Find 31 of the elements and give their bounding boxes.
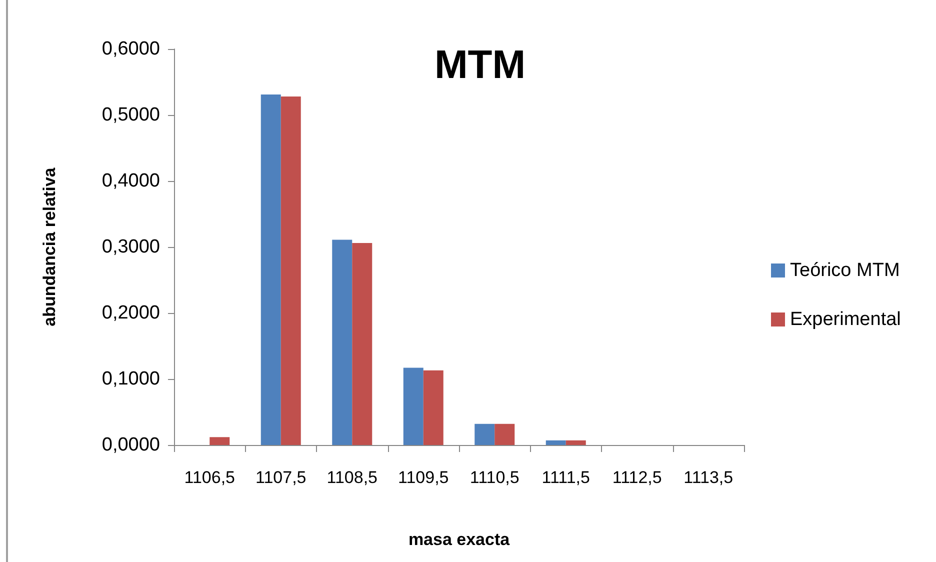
x-tick-label: 1113,5 — [684, 468, 734, 487]
x-tick-label: 1109,5 — [398, 468, 449, 487]
bar — [280, 96, 301, 445]
x-axis-title: masa exacta — [408, 530, 510, 549]
y-tick-label: 0,5000 — [102, 104, 160, 126]
y-tick-label: 0,4000 — [102, 170, 160, 192]
x-tick-label: 1108,5 — [326, 468, 378, 487]
x-tick-label: 1111,5 — [542, 468, 590, 487]
y-tick-label: 0,2000 — [102, 302, 160, 324]
x-tick-label: 1107,5 — [256, 468, 306, 487]
bar — [474, 424, 495, 445]
legend-label: Teórico MTM — [790, 260, 900, 281]
bar — [423, 370, 444, 445]
chart-title: MTM — [434, 43, 526, 87]
x-tick-label: 1110,5 — [470, 468, 520, 487]
bar — [494, 424, 515, 445]
y-axis-title: abundancia relativa — [40, 167, 59, 326]
bar — [260, 94, 281, 445]
y-tick-label: 0,3000 — [102, 236, 160, 258]
bar — [352, 243, 372, 445]
y-tick-label: 0,0000 — [102, 434, 160, 456]
legend-label: Experimental — [790, 309, 901, 330]
bar — [332, 240, 352, 445]
y-tick-label: 0,1000 — [102, 368, 160, 390]
bar — [546, 440, 566, 445]
bar — [403, 368, 424, 445]
bar — [566, 440, 586, 445]
bar — [210, 437, 230, 445]
y-tick-label: 0,6000 — [102, 38, 160, 60]
x-tick-label: 1106,5 — [184, 468, 235, 487]
x-tick-label: 1112,5 — [612, 468, 662, 487]
